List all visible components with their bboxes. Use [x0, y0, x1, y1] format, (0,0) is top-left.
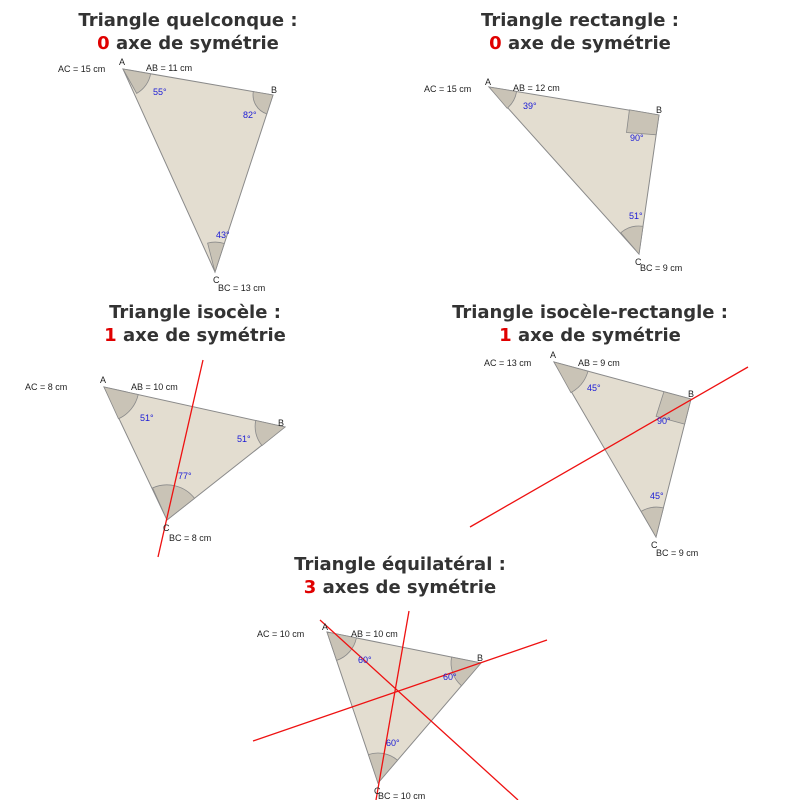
- panel-2-axes-text: axe de symétrie: [507, 33, 671, 54]
- panel-3-angle-a-arc: [103, 386, 139, 420]
- panel-2-angle-a-arc: [487, 86, 518, 109]
- panel-5-axes-text: axes de symétrie: [322, 577, 497, 598]
- panel-5-symmetry-axis-1: [319, 619, 519, 800]
- panel-3-side-bc: BC = 8 cm: [169, 533, 211, 543]
- panel-3-vertex-b: B: [278, 418, 284, 428]
- panel-3-angle-c-arc: [152, 484, 196, 521]
- panel-3-angle-c: 77°: [178, 471, 192, 481]
- panel-5-vertex-b: B: [477, 653, 483, 663]
- panel-5-angle-b: 60°: [443, 672, 457, 682]
- panel-5-title: Triangle équilatéral : 3 axes de symétri…: [250, 553, 550, 599]
- panel-2-vertex-a: A: [485, 77, 491, 87]
- panel-1-angle-a-arc: [122, 68, 152, 94]
- panel-4-angle-c: 45°: [650, 491, 664, 501]
- panel-4-axes-text: axe de symétrie: [517, 325, 681, 346]
- panel-1-axes-text: axe de symétrie: [115, 33, 279, 54]
- panel-3-vertex-c: C: [163, 523, 170, 533]
- panel-3-side-ac: AC = 8 cm: [25, 382, 67, 392]
- panel-3-angle-b-arc: [254, 420, 286, 447]
- panel-2-side-bc: BC = 9 cm: [640, 263, 682, 273]
- panel-1-title: Triangle quelconque : 0 axe de symétrie: [38, 9, 338, 55]
- panel-1-angle-b-arc: [252, 91, 274, 115]
- panel-5-axes-count: 3: [303, 577, 317, 598]
- panel-3-vertex-a: A: [100, 375, 106, 385]
- panel-1-vertex-b: B: [271, 85, 277, 95]
- panel-5-vertex-c: C: [374, 786, 381, 796]
- panel-4-vertex-b: B: [688, 389, 694, 399]
- panel-2-axes-count: 0: [489, 33, 502, 54]
- panel-5-side-ac: AC = 10 cm: [257, 629, 304, 639]
- panel-1-angle-b: 82°: [243, 110, 257, 120]
- panel-1-title-line1: Triangle quelconque :: [78, 10, 298, 31]
- panel-1-side-bc: BC = 13 cm: [218, 283, 265, 293]
- panel-5-symmetry-axis-2: [252, 639, 548, 742]
- panel-4-title-line1: Triangle isocèle-rectangle :: [452, 302, 728, 323]
- panel-2-angle-c: 51°: [629, 211, 643, 221]
- panel-4-angle-a: 45°: [587, 383, 601, 393]
- panel-1-side-ab: AB = 11 cm: [146, 63, 192, 73]
- panel-4-axes-line: 1 axe de symétrie: [420, 324, 760, 347]
- panel-3-angle-b: 51°: [237, 434, 251, 444]
- panel-2-angle-a: 39°: [523, 101, 537, 111]
- panel-2-side-ab: AB = 12 cm: [513, 83, 560, 93]
- panel-4-right-angle-b: [655, 391, 692, 425]
- panel-4-side-bc: BC = 9 cm: [656, 548, 698, 558]
- panel-3-triangle-group: A B C AC = 8 cm AB = 10 cm BC = 8 cm 51°…: [25, 359, 287, 558]
- panel-5-triangle-group: A B C AC = 10 cm AB = 10 cm BC = 10 cm 6…: [252, 610, 548, 800]
- panel-5-title-line1: Triangle équilatéral :: [294, 554, 506, 575]
- panel-2-side-ac: AC = 15 cm: [424, 84, 471, 94]
- panel-2-vertex-c: C: [635, 257, 642, 267]
- panel-5-angle-a: 60°: [358, 655, 372, 665]
- panel-1-angle-a: 55°: [153, 87, 167, 97]
- panel-5-angle-a-arc: [326, 631, 357, 661]
- panel-3-triangle: [103, 386, 287, 521]
- panel-1-angle-c-arc: [207, 241, 225, 274]
- panel-5-symmetry-axis-3: [375, 610, 410, 800]
- panel-2-triangle-group: A B C AC = 15 cm AB = 12 cm BC = 9 cm 39…: [424, 77, 682, 273]
- panel-4-angle-c-arc: [640, 506, 664, 539]
- panel-2-title: Triangle rectangle : 0 axe de symétrie: [430, 9, 730, 55]
- panel-5-side-bc: BC = 10 cm: [378, 791, 425, 800]
- panel-3-symmetry-axis: [157, 359, 204, 558]
- panel-4-axes-count: 1: [499, 325, 512, 346]
- panel-4-angle-b: 90°: [657, 416, 671, 426]
- panel-4-title: Triangle isocèle-rectangle : 1 axe de sy…: [420, 301, 760, 347]
- panel-5-vertex-a: A: [322, 622, 328, 632]
- panel-4-vertex-c: C: [651, 540, 658, 550]
- panel-2-angle-b: 90°: [630, 133, 644, 143]
- panel-5-angle-c: 60°: [386, 738, 400, 748]
- panel-3-angle-a: 51°: [140, 413, 154, 423]
- panel-1-axes-line: 0 axe de symétrie: [38, 32, 338, 55]
- panel-3-title: Triangle isocèle : 1 axe de symétrie: [45, 301, 345, 347]
- panel-4-side-ab: AB = 9 cm: [578, 358, 620, 368]
- panel-4-side-ac: AC = 13 cm: [484, 358, 531, 368]
- panel-3-axes-text: axe de symétrie: [122, 325, 286, 346]
- panel-5-side-ab: AB = 10 cm: [351, 629, 398, 639]
- panel-2-title-line1: Triangle rectangle :: [481, 10, 679, 31]
- panel-2-axes-line: 0 axe de symétrie: [430, 32, 730, 55]
- panel-4-vertex-a: A: [550, 350, 556, 360]
- panel-1-angle-c: 43°: [216, 230, 230, 240]
- panel-2-vertex-b: B: [656, 105, 662, 115]
- panel-2-triangle: [487, 86, 660, 256]
- panel-1-axes-count: 0: [97, 33, 110, 54]
- panel-1-triangle: [122, 68, 274, 274]
- panel-3-side-ab: AB = 10 cm: [131, 382, 178, 392]
- panel-1-vertex-a: A: [119, 57, 125, 67]
- panel-5-axes-line: 3 axes de symétrie: [250, 576, 550, 599]
- panel-2-angle-c-arc: [620, 225, 644, 255]
- panel-1-side-ac: AC = 15 cm: [58, 64, 105, 74]
- panel-4-symmetry-axis: [469, 366, 749, 528]
- panel-4-angle-a-arc: [553, 361, 589, 394]
- panel-3-axes-count: 1: [104, 325, 117, 346]
- panel-1-vertex-c: C: [213, 275, 220, 285]
- panel-2-right-angle-b: [626, 109, 660, 136]
- panel-1-triangle-group: A B C AC = 15 cm AB = 11 cm BC = 13 cm 5…: [58, 57, 277, 293]
- panel-3-title-line1: Triangle isocèle :: [109, 302, 281, 323]
- panel-4-triangle-group: A B C AC = 13 cm AB = 9 cm BC = 9 cm 45°…: [469, 350, 749, 558]
- panel-3-axes-line: 1 axe de symétrie: [45, 324, 345, 347]
